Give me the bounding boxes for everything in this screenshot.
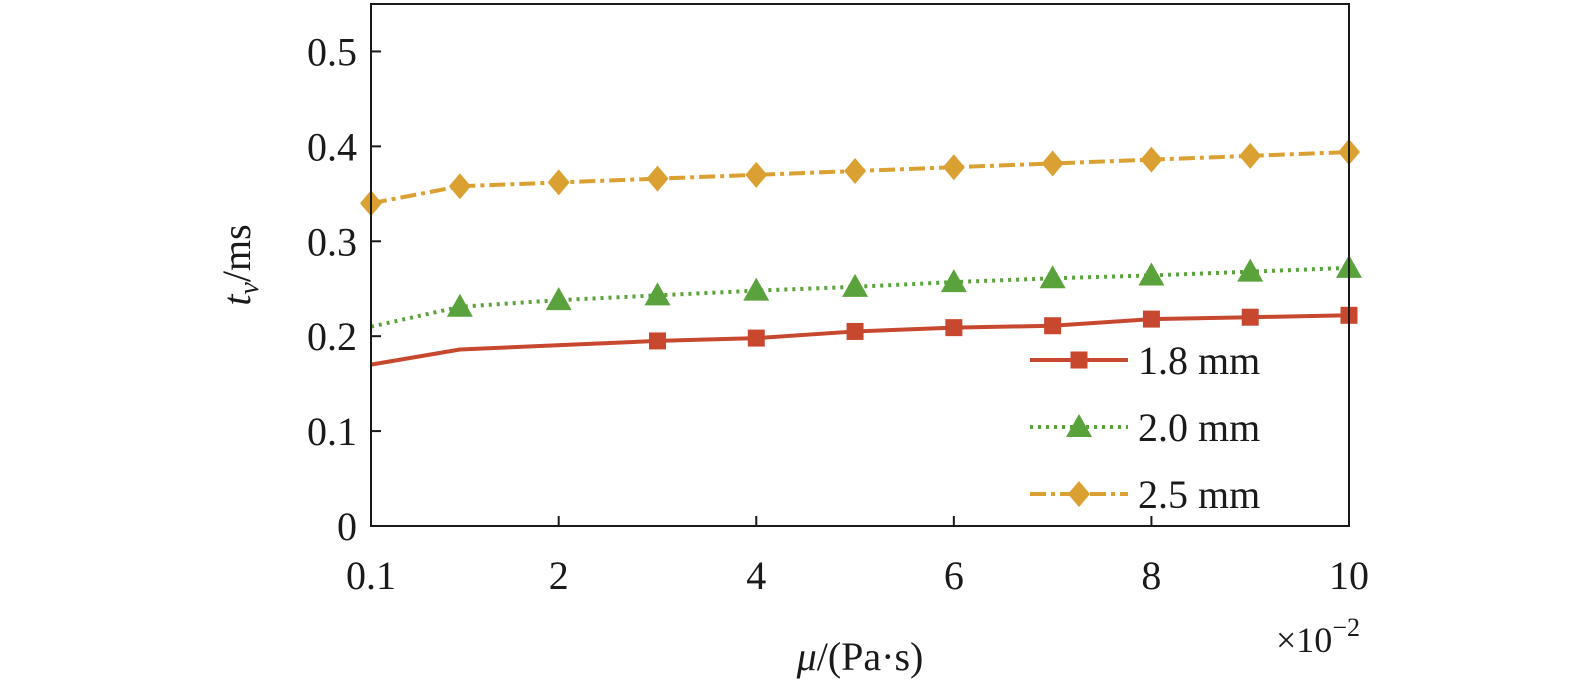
x-tick-label: 8 <box>1141 553 1161 598</box>
data-point-marker <box>1044 317 1062 335</box>
data-point-marker <box>1237 258 1264 282</box>
x-axis-multiplier: ×10−2 <box>1276 613 1360 660</box>
data-point-marker <box>745 161 768 188</box>
y-tick-label: 0.3 <box>307 219 357 264</box>
data-point-marker <box>842 273 869 297</box>
legend-label: 2.5 mm <box>1138 472 1260 517</box>
x-multiplier-base: ×10 <box>1276 620 1332 660</box>
data-point-marker <box>1142 310 1160 328</box>
data-point-marker <box>940 269 967 293</box>
legend-marker <box>1066 414 1092 437</box>
data-point-marker <box>1241 308 1259 326</box>
x-axis-unit: /(Pa·s) <box>817 634 924 679</box>
data-point-marker <box>747 329 765 347</box>
series-layer <box>360 139 1362 367</box>
x-tick-label: 10 <box>1329 553 1369 598</box>
data-point-marker <box>644 282 671 306</box>
series-line <box>370 313 1350 367</box>
data-point-marker <box>743 277 770 301</box>
x-tick-label: 4 <box>746 553 766 598</box>
plot-frame <box>370 3 1350 527</box>
data-point-marker <box>945 319 963 337</box>
y-tick-label: 0.4 <box>307 124 357 169</box>
series-line <box>370 265 1350 329</box>
data-point-marker <box>545 287 572 311</box>
data-point-marker <box>1138 262 1165 286</box>
data-point-marker <box>446 293 473 317</box>
legend-label: 2.0 mm <box>1138 405 1260 450</box>
data-point-marker <box>1239 142 1262 169</box>
data-point-marker <box>846 322 864 340</box>
data-point-marker <box>1039 265 1066 289</box>
data-point-marker <box>547 169 570 196</box>
y-axis-subscript: v <box>234 282 265 295</box>
data-point-marker <box>1041 150 1064 177</box>
series-2-5-mm <box>360 139 1360 217</box>
y-axis-symbol: t <box>214 294 259 306</box>
y-tick-label: 0.5 <box>307 29 357 74</box>
legend-label: 1.8 mm <box>1138 338 1260 383</box>
y-axis-unit: /ms <box>214 224 259 282</box>
y-tick-label: 0.2 <box>307 314 357 359</box>
legend-marker <box>1068 481 1090 507</box>
x-tick-label: 2 <box>549 553 569 598</box>
x-axis-title: μ/(Pa·s) <box>796 634 924 679</box>
y-tick-label: 0.1 <box>307 409 357 454</box>
data-point-marker <box>844 158 867 185</box>
x-tick-label: 6 <box>944 553 964 598</box>
legend-marker <box>1070 351 1088 369</box>
y-axis-title: tv/ms <box>214 224 265 305</box>
series-2-0-mm <box>370 254 1362 329</box>
series-1-8-mm <box>370 306 1358 367</box>
data-point-marker <box>648 332 666 350</box>
data-point-marker <box>1140 146 1163 173</box>
x-tick-label: 0.1 <box>346 553 396 598</box>
data-point-marker <box>942 154 965 181</box>
x-multiplier-exponent: −2 <box>1332 613 1360 642</box>
data-point-marker <box>448 173 471 200</box>
data-point-marker <box>646 165 669 192</box>
legend: 1.8 mm 2.0 mm 2.5 mm <box>1030 338 1260 517</box>
x-axis-symbol: μ <box>796 634 817 679</box>
y-tick-label: 0 <box>337 504 357 549</box>
